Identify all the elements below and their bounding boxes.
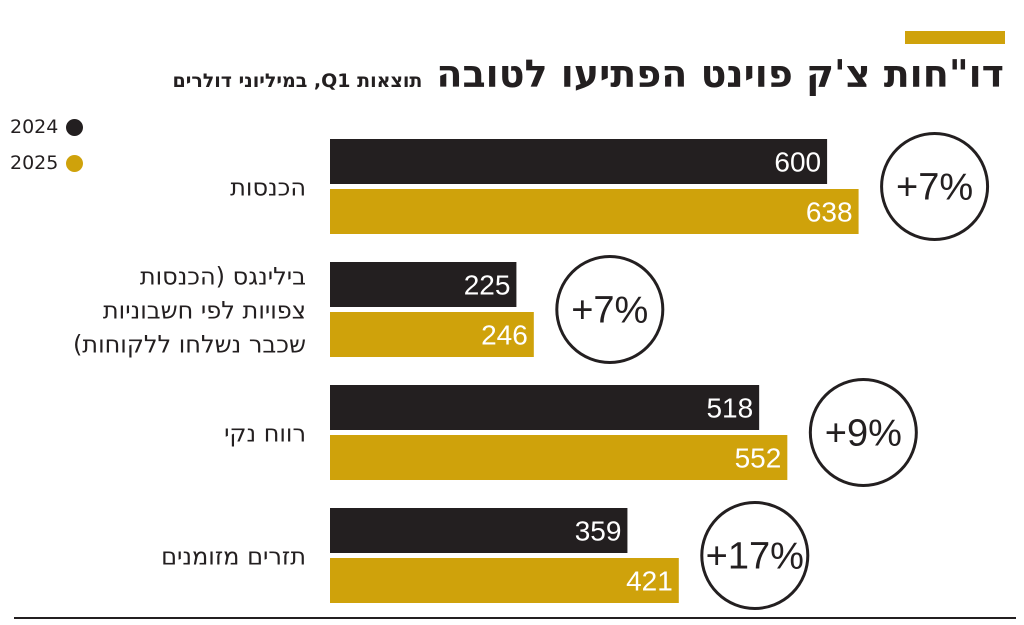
value-label-2025-3: 421 bbox=[626, 566, 673, 597]
change-label-2: +9% bbox=[825, 413, 902, 455]
bottom-rule bbox=[14, 617, 1016, 619]
change-label-0: +7% bbox=[896, 167, 973, 209]
value-label-2025-0: 638 bbox=[806, 197, 853, 228]
bar-2024-0 bbox=[330, 139, 828, 184]
category-label-0-0: הכנסות bbox=[230, 174, 306, 202]
legend-swatch-2025 bbox=[66, 154, 84, 172]
legend-label-2024: 2024 bbox=[10, 116, 59, 138]
change-label-3: +17% bbox=[706, 536, 804, 578]
category-label-2-0: רווח נקי bbox=[224, 420, 306, 448]
bar-2025-1 bbox=[330, 312, 534, 357]
category-label-1-2: שכבר נשלחו ללקוחות) bbox=[73, 331, 306, 359]
change-label-1: +7% bbox=[571, 290, 648, 332]
accent-bar bbox=[905, 31, 1005, 44]
value-label-2024-0: 600 bbox=[774, 147, 821, 178]
bar-2024-3 bbox=[330, 508, 628, 553]
category-label-1-1: צפויות לפי חשבוניות bbox=[103, 297, 306, 325]
bar-2024-1 bbox=[330, 262, 517, 307]
category-label-1-0: בילינגס (הכנסות bbox=[140, 263, 306, 291]
value-label-2025-2: 552 bbox=[735, 443, 782, 474]
header: דו"חות צ'ק פוינט הפתיעו לטובה תוצאות Q1,… bbox=[173, 52, 1005, 102]
legend-item-2025: 2025 bbox=[10, 151, 84, 175]
change-circle-1 bbox=[555, 255, 665, 364]
change-circle-3 bbox=[700, 501, 810, 610]
bar-2025-0 bbox=[330, 189, 859, 234]
change-circle-2 bbox=[808, 378, 918, 487]
legend-item-2024: 2024 bbox=[10, 115, 84, 139]
bar-2025-2 bbox=[330, 435, 788, 480]
value-label-2025-1: 246 bbox=[481, 320, 528, 351]
value-label-2024-3: 359 bbox=[575, 516, 622, 547]
value-label-2024-1: 225 bbox=[464, 270, 511, 301]
bar-2024-2 bbox=[330, 385, 760, 430]
bar-2025-3 bbox=[330, 558, 679, 603]
legend-swatch-2024 bbox=[66, 118, 84, 136]
category-label-3-0: תזרים מזומנים bbox=[161, 543, 306, 571]
change-circle-0 bbox=[880, 132, 990, 241]
chart-subtitle: תוצאות Q1, במיליוני דולרים bbox=[172, 70, 423, 92]
value-label-2024-2: 518 bbox=[706, 393, 753, 424]
legend-label-2025: 2025 bbox=[10, 152, 59, 174]
chart-title: דו"חות צ'ק פוינט הפתיעו לטובה bbox=[436, 52, 1004, 96]
